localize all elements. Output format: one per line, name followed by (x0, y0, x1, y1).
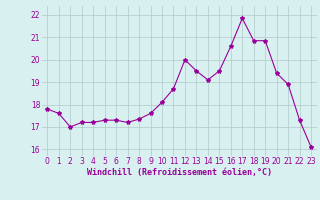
X-axis label: Windchill (Refroidissement éolien,°C): Windchill (Refroidissement éolien,°C) (87, 168, 272, 177)
